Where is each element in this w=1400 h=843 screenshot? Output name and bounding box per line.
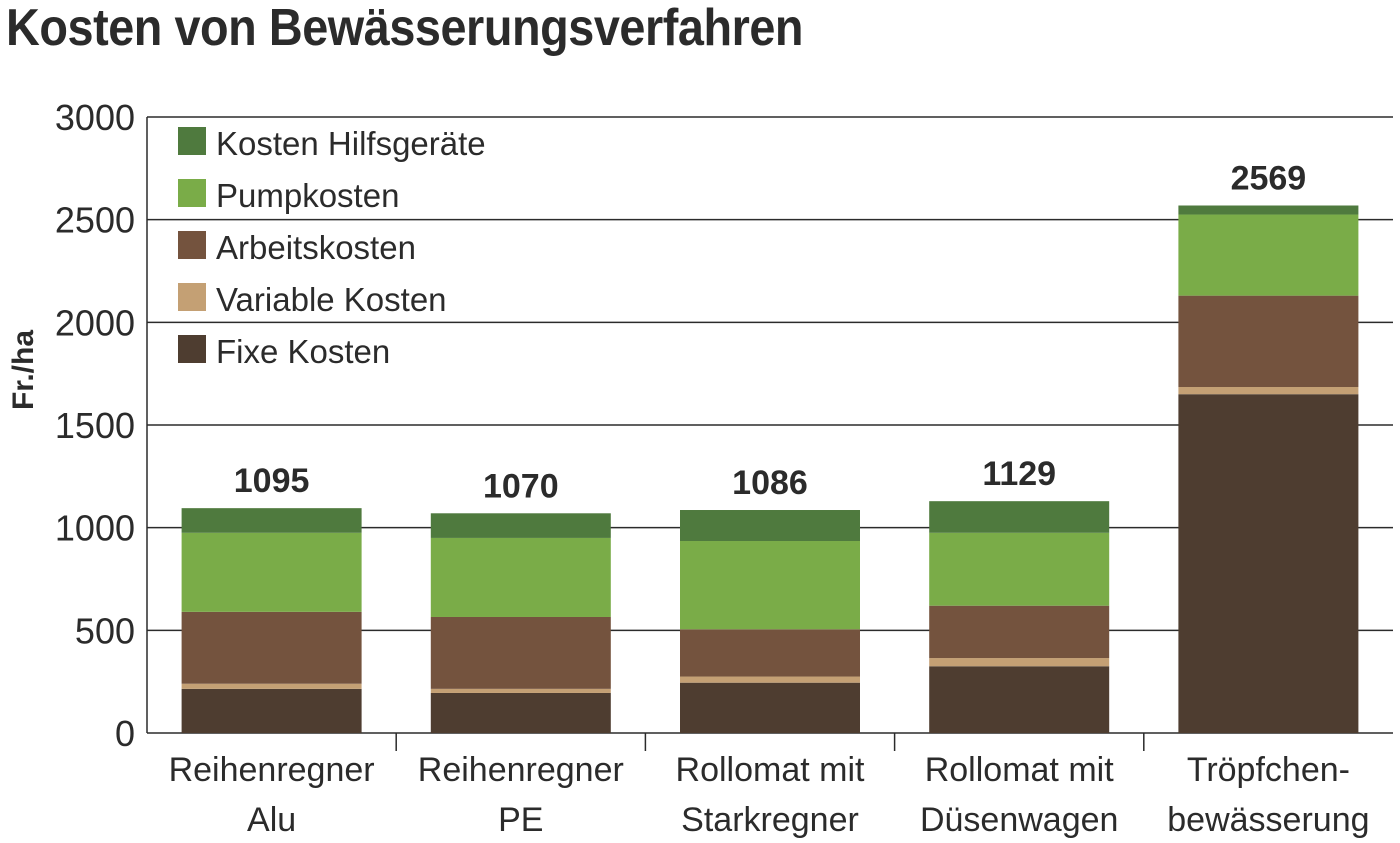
x-category-label-2-1: Starkregner: [681, 801, 859, 839]
y-tick-label-2500: 2500: [55, 200, 135, 241]
bar-segment-fixe-kosten-3: [929, 666, 1110, 733]
y-tick-label-1500: 1500: [55, 405, 135, 446]
bar-segment-variable-kosten-2: [680, 676, 860, 683]
x-category-label-1-0: Reihenregner: [418, 751, 624, 789]
bar-segment-variable-kosten-4: [1178, 387, 1359, 395]
x-category-label-1-1: PE: [498, 801, 543, 839]
bar-segment-kosten-hilfsgeräte-2: [680, 510, 860, 542]
bar-segment-kosten-hilfsgeräte-1: [430, 513, 611, 538]
bar-segment-pumpkosten-0: [181, 532, 362, 612]
bar-segment-fixe-kosten-2: [680, 682, 860, 733]
bar-segment-kosten-hilfsgeräte-3: [929, 501, 1110, 533]
bar-segment-arbeitskosten-1: [430, 616, 611, 689]
total-label-4: 2569: [1231, 159, 1307, 197]
legend-swatch-2: [178, 231, 206, 259]
total-label-0: 1095: [234, 462, 310, 500]
bar-segment-arbeitskosten-3: [929, 605, 1110, 659]
legend-swatch-3: [178, 283, 206, 311]
bar-segment-pumpkosten-3: [929, 532, 1110, 606]
x-category-label-4-0: Tröpfchen-: [1187, 751, 1350, 789]
x-category-label-0-0: Reihenregner: [169, 751, 375, 789]
bar-segment-pumpkosten-1: [430, 537, 611, 617]
y-axis-label: Fr./ha: [7, 330, 40, 410]
labels: 1095 Reihenregner Alu 1070 Reihenregner PE 108…: [169, 159, 1370, 839]
legend-label-4: Fixe Kosten: [216, 333, 390, 370]
legend-label-2: Arbeitskosten: [216, 229, 416, 266]
bar-segment-pumpkosten-2: [680, 541, 860, 630]
y-tick-label-1000: 1000: [55, 508, 135, 549]
bar-segment-variable-kosten-0: [181, 683, 362, 689]
total-label-3: 1129: [982, 455, 1056, 493]
legend-label-3: Variable Kosten: [216, 281, 447, 318]
x-category-label-0-1: Alu: [247, 801, 296, 839]
bar-segment-pumpkosten-4: [1178, 214, 1359, 296]
legend-swatch-1: [178, 179, 206, 207]
total-label-2: 1086: [732, 464, 808, 502]
x-category-label-4-1: bewässerung: [1167, 801, 1369, 839]
bar-segment-arbeitskosten-2: [680, 629, 860, 677]
y-tick-label-0: 0: [115, 713, 135, 754]
bar-segment-fixe-kosten-0: [181, 688, 362, 733]
bar-segment-kosten-hilfsgeräte-0: [181, 508, 362, 533]
bar-segment-fixe-kosten-1: [430, 692, 611, 733]
x-category-label-2-0: Rollomat mit: [676, 751, 865, 789]
bars: [181, 205, 1359, 733]
y-tick-label-2000: 2000: [55, 302, 135, 343]
x-category-label-3-1: Düsenwagen: [920, 801, 1118, 839]
legend-swatch-0: [178, 127, 206, 155]
legend: Kosten Hilfsgeräte Pumpkosten Arbeitskoste…: [178, 125, 486, 370]
bar-segment-kosten-hilfsgeräte-4: [1178, 205, 1359, 215]
chart-title: Kosten von Bewässerungsverfahren: [6, 0, 804, 57]
x-category-label-3-0: Rollomat mit: [925, 751, 1114, 789]
y-tick-label-500: 500: [75, 610, 135, 651]
y-tick-label-3000: 3000: [55, 97, 135, 138]
bar-segment-arbeitskosten-0: [181, 611, 362, 684]
bar-segment-fixe-kosten-4: [1178, 394, 1359, 733]
bar-segment-arbeitskosten-4: [1178, 295, 1359, 388]
legend-label-0: Kosten Hilfsgeräte: [216, 125, 486, 162]
bar-segment-variable-kosten-1: [430, 688, 611, 693]
bar-segment-variable-kosten-3: [929, 658, 1110, 667]
legend-swatch-4: [178, 335, 206, 363]
total-label-1: 1070: [483, 467, 559, 505]
legend-label-1: Pumpkosten: [216, 177, 399, 214]
